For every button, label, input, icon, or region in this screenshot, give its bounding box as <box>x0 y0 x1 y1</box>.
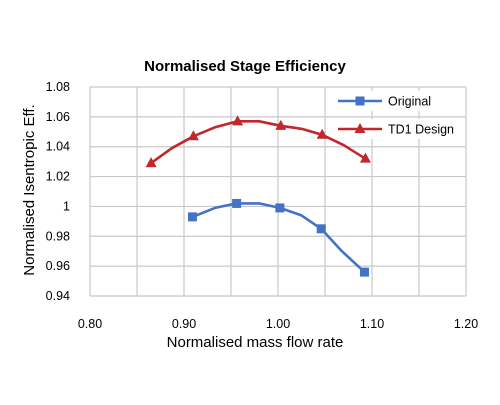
x-tick-label: 0.90 <box>172 317 196 331</box>
data-point <box>187 130 199 141</box>
series-td1-design <box>145 115 371 168</box>
data-point <box>232 198 242 208</box>
legend-marker <box>354 123 366 133</box>
y-axis-label: Normalised Isentropic Eff. <box>21 104 38 275</box>
y-tick-label: 1 <box>63 199 70 213</box>
data-point <box>275 203 285 213</box>
x-tick-label: 1.10 <box>360 317 384 331</box>
axis-ticks: 0.80 0.90 1.00 1.10 1.20 0.94 0.96 0.98 1 1.02 1.0… <box>46 80 479 331</box>
data-point <box>145 157 157 168</box>
grid <box>89 86 467 297</box>
y-tick-label: 1.02 <box>46 170 70 184</box>
data-point <box>316 128 328 139</box>
data-point <box>275 119 287 130</box>
data-point <box>232 115 244 126</box>
x-axis-label: Normalised mass flow rate <box>167 334 344 351</box>
legend-bg <box>336 91 446 111</box>
data-point <box>359 152 371 163</box>
legend-label: Original <box>388 95 431 109</box>
y-tick-label: 1.08 <box>46 80 70 94</box>
legend-label: TD1 Design <box>388 123 454 137</box>
y-tick-label: 0.94 <box>46 289 70 303</box>
legend-bg <box>336 119 446 139</box>
legend: Original TD1 Design <box>336 91 454 139</box>
x-tick-label: 1.00 <box>266 317 290 331</box>
series-original <box>187 198 369 277</box>
data-point <box>187 212 197 222</box>
y-tick-label: 1.06 <box>46 110 70 124</box>
data-point <box>316 224 326 234</box>
chart-title: Normalised Stage Efficiency <box>144 58 346 75</box>
series-layer <box>145 115 371 277</box>
x-tick-label: 1.20 <box>454 317 478 331</box>
series-line <box>150 120 367 165</box>
y-tick-label: 0.98 <box>46 229 70 243</box>
legend-marker <box>355 96 365 106</box>
data-point <box>359 267 369 277</box>
x-tick-label: 0.80 <box>78 317 102 331</box>
y-tick-label: 0.96 <box>46 259 70 273</box>
y-tick-label: 1.04 <box>46 140 70 154</box>
